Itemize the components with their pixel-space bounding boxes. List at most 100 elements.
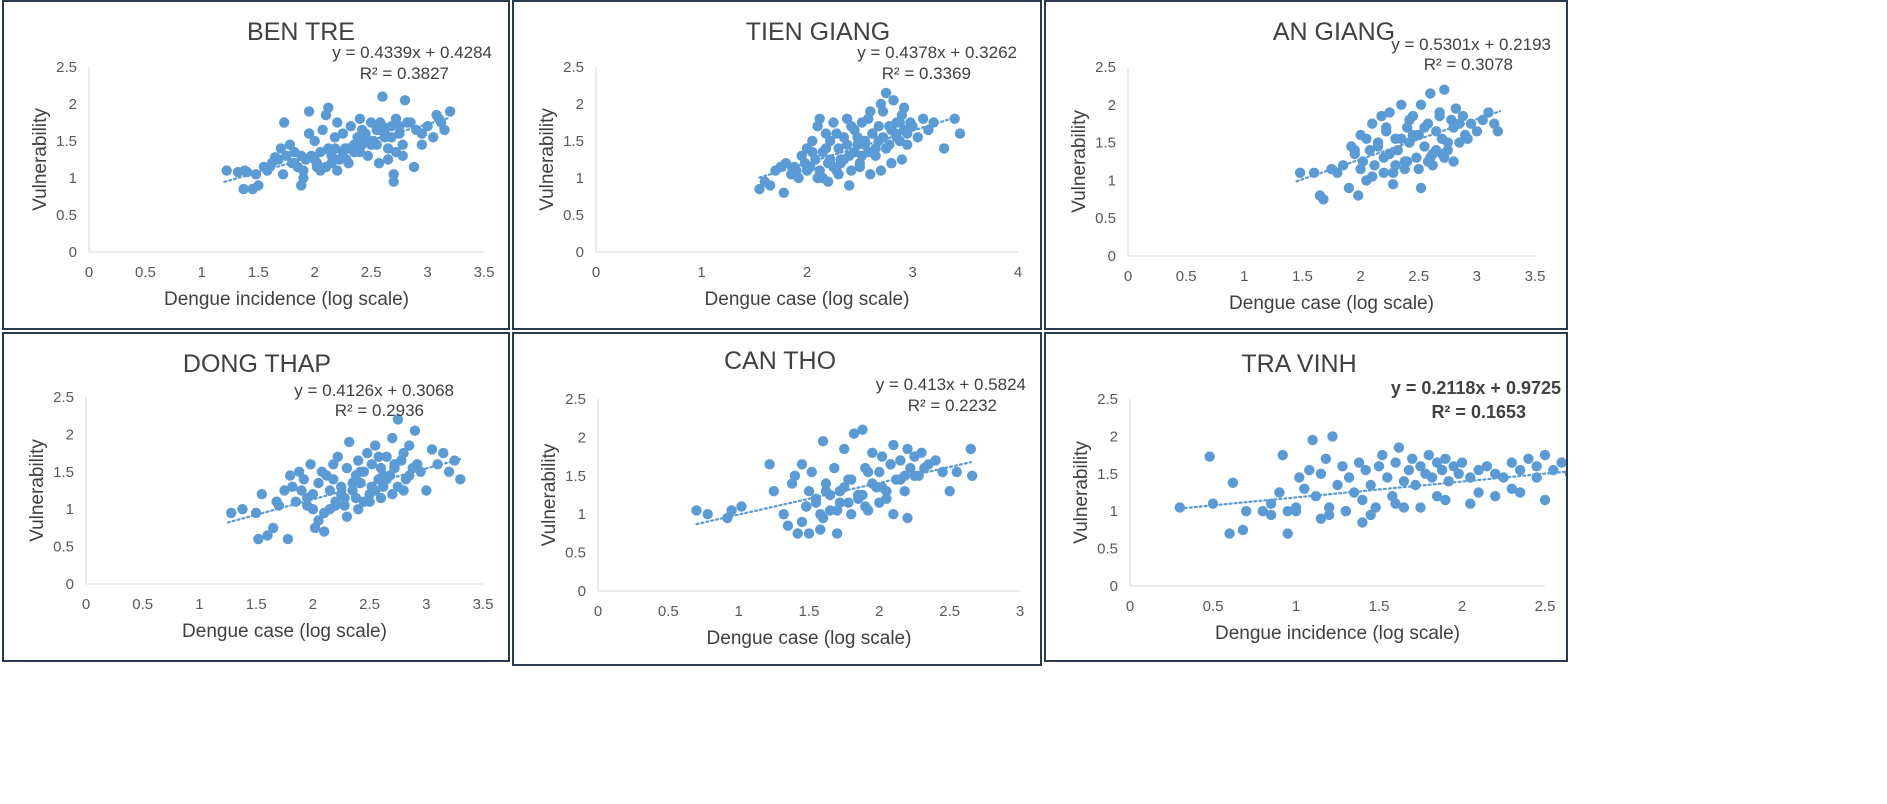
data-point [399,95,411,106]
data-point [1307,434,1318,446]
data-point [1415,182,1427,194]
data-point [397,139,408,150]
scatter-chart-can-tho: CAN THO 0 0.5 1 1.5 2 2.5 0 0.5 1 1.5 2 2.5 3 Dengue c… [539,347,1026,649]
data-point [1353,190,1364,201]
data-point [803,486,815,497]
y-tick-label: 1.5 [56,133,77,150]
data-point [899,486,910,497]
data-point [1413,163,1424,175]
trendline [695,461,972,526]
data-point [1382,472,1393,483]
y-tick-label: 1.5 [563,133,584,150]
data-point [1454,137,1465,148]
data-point [1440,494,1451,506]
data-point [1241,506,1252,517]
data-point [311,161,323,173]
data-point [1274,487,1285,498]
data-point [1365,479,1376,491]
x-tick-label: 0 [82,596,90,613]
data-point [320,161,332,173]
data-point [279,485,290,496]
data-point [1377,449,1388,461]
data-point [378,470,389,481]
data-point [387,489,398,500]
trendline-equation: y = 0.413x + 0.5824 [876,375,1026,394]
data-point [1443,476,1454,487]
data-point [1448,156,1459,167]
data-point [1431,491,1443,502]
data-point [337,128,349,139]
data-point [860,501,871,512]
x-tick-label: 0 [594,603,602,620]
x-tick-label: 2.5 [1408,268,1429,285]
data-point [1378,167,1389,178]
data-point [831,128,842,139]
data-point [1299,483,1310,494]
data-point [912,132,923,143]
y-tick-label: 2 [1108,97,1116,114]
data-point [1404,114,1415,126]
data-point [455,474,466,485]
x-tick-label: 2 [875,603,883,620]
data-point [1393,442,1405,453]
data-point [880,143,892,154]
data-point [829,462,840,474]
y-tick-label: 1 [1108,172,1116,189]
y-tick-label: 0.5 [56,207,77,224]
data-point [919,462,930,474]
data-point [902,443,913,455]
data-point [1442,137,1453,148]
data-point [365,117,377,128]
data-point [778,187,789,198]
data-point [238,183,249,195]
data-point [1294,167,1306,178]
x-axis-label: Dengue case (log scale) [182,621,387,642]
data-point [1324,509,1335,521]
data-point [834,497,846,508]
y-tick-label: 2 [578,429,586,446]
x-axis-label: Dengue case (log scale) [705,289,910,310]
data-point [317,124,328,136]
y-tick-label: 0.5 [1095,210,1116,227]
x-tick-label: 1 [198,264,206,281]
data-point [768,486,779,497]
data-point [1277,449,1288,461]
data-point [1355,163,1366,175]
data-point [253,533,264,545]
x-tick-label: 0 [1124,268,1132,285]
trendline [758,114,962,179]
y-tick-label: 1 [69,170,77,187]
data-point [344,436,355,448]
trendline [1178,470,1566,510]
r-squared-label: R² = 0.1653 [1431,402,1526,422]
chart-panel-can-tho: CAN THO 0 0.5 1 1.5 2 2.5 0 0.5 1 1.5 2 2.5 3 Dengue c… [512,332,1042,666]
data-point [894,117,905,128]
trendline [1295,110,1502,183]
y-tick-label: 0 [1110,578,1118,595]
data-point [296,150,307,161]
data-point [1224,528,1235,539]
data-point [355,466,366,477]
data-point [916,447,927,458]
data-point [967,470,978,481]
data-point [1282,528,1293,539]
data-point [428,132,439,143]
data-point [382,143,394,154]
x-tick-label: 2 [1458,598,1466,615]
data-point [373,158,385,169]
x-tick-label: 3 [908,264,916,281]
y-axis-label: Vulnerability [1069,110,1090,213]
y-tick-label: 2.5 [563,59,584,76]
y-tick-label: 1 [578,506,586,523]
data-point [1448,461,1459,472]
data-point [354,146,366,158]
x-tick-label: 4 [1014,264,1022,281]
x-tick-label: 3 [1016,603,1024,620]
y-axis-label: Vulnerability [1071,441,1092,544]
data-point [1556,457,1566,468]
data-point [1327,431,1338,442]
data-point [294,466,305,477]
data-point [1387,179,1399,190]
trendline-equation: y = 0.2118x + 0.9725 [1391,378,1561,398]
data-point [1204,451,1215,462]
